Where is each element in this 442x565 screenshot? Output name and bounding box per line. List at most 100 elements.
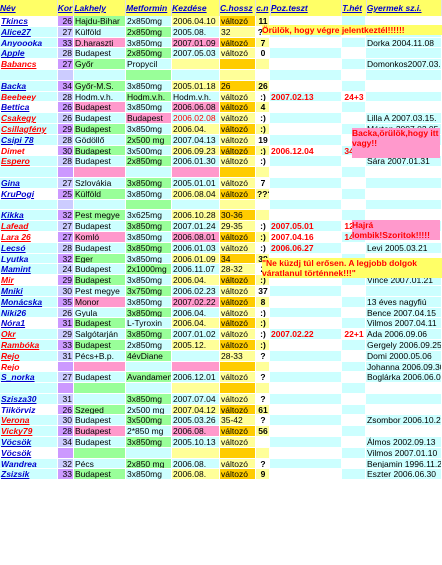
cell-chos: változó xyxy=(220,285,256,297)
cell-kor: 28 xyxy=(58,48,74,60)
cell-met: 3x625mg xyxy=(126,210,172,222)
cell-kor: 28 xyxy=(58,156,74,168)
table-row: Zsizsik 33 Budapest 3x850mg 2006.08. változó 9… xyxy=(0,469,442,481)
cell-chos: változó xyxy=(220,145,256,157)
cell-name[interactable]: Beebeey xyxy=(0,91,58,103)
cell-name[interactable] xyxy=(0,167,58,178)
cell-gyer xyxy=(366,199,442,211)
cell-lak: Győr xyxy=(74,59,126,70)
header-name[interactable]: Név xyxy=(0,0,58,16)
cell-name[interactable]: Okr xyxy=(0,329,58,340)
cell-name[interactable]: Mniki xyxy=(0,285,58,297)
cell-thet xyxy=(342,437,366,448)
header-metformin[interactable]: Metformin xyxy=(126,0,173,16)
cell-gyer: Boglárka 2006.06.06 xyxy=(366,372,442,384)
cell-name[interactable]: Csillagfény xyxy=(0,123,58,135)
cell-name[interactable]: Lecsó xyxy=(0,242,58,254)
cell-kor: 33 xyxy=(58,37,74,49)
cell-cn: ? xyxy=(256,350,270,362)
header-gyermek[interactable]: Gyermek sz.i. xyxy=(366,0,442,16)
cell-cn xyxy=(256,361,270,373)
cell-name[interactable]: Lyutka xyxy=(0,253,58,265)
cell-kez: 2006.08. xyxy=(172,426,220,438)
cell-chos: változó xyxy=(220,231,256,243)
cell-kor: 30 xyxy=(58,285,74,297)
cell-gyer: Lilla A 2007.03.15. xyxy=(366,113,442,124)
cell-name[interactable]: Lafead xyxy=(0,221,58,232)
cell-chos: változó xyxy=(220,37,256,49)
cell-name[interactable]: Lara 26 xyxy=(0,231,58,243)
data-rows: Tkincs 26 Hajdu-Bihar 2x850mg 2006.04.10 vált… xyxy=(0,16,442,481)
header-lakhely[interactable]: Lakhely xyxy=(74,0,127,16)
cell-name[interactable]: Vöcsök xyxy=(0,437,58,448)
cell-name[interactable]: Kikka xyxy=(0,210,58,222)
cell-cn: :) xyxy=(256,329,270,340)
cell-name[interactable]: Vicky79 xyxy=(0,426,58,438)
header-pozteszt[interactable]: Poz.teszt xyxy=(270,0,343,16)
cell-kor: 34 xyxy=(58,437,74,448)
cell-name[interactable]: Babancs xyxy=(0,59,58,70)
cell-name[interactable]: Csipi 78 xyxy=(0,134,58,146)
cell-lak: Hodm.v.h. xyxy=(74,91,126,103)
cell-poz xyxy=(270,102,342,114)
cell-gyer xyxy=(366,102,442,114)
cell-name[interactable]: Alice27 xyxy=(0,26,58,38)
cell-name[interactable]: Rejo xyxy=(0,361,58,373)
cell-thet xyxy=(342,296,366,308)
cell-name[interactable]: Mamint xyxy=(0,264,58,276)
cell-kez: 2007.04.12 xyxy=(172,404,220,416)
cell-met: 3x850mg xyxy=(126,123,172,135)
cell-thet xyxy=(342,285,366,297)
cell-name[interactable] xyxy=(0,383,58,394)
cell-poz xyxy=(270,437,342,448)
cell-name[interactable]: Apple xyxy=(0,48,58,60)
cell-name[interactable]: Bettica xyxy=(0,102,58,114)
cell-met: 2x500 mg xyxy=(126,134,172,146)
cell-lak: Külföld xyxy=(74,26,126,38)
cell-name[interactable]: Rambóka xyxy=(0,339,58,351)
cell-name[interactable]: Wandrea xyxy=(0,458,58,470)
cell-met: 2*850 mg xyxy=(126,426,172,438)
cell-chos: változó xyxy=(220,275,256,286)
cell-name[interactable]: Verona xyxy=(0,415,58,427)
cell-name[interactable]: Tkincs xyxy=(0,16,58,27)
cell-name[interactable]: Zsizsik xyxy=(0,469,58,481)
cell-thet xyxy=(342,59,366,70)
cell-name[interactable]: Niki26 xyxy=(0,307,58,319)
cell-name[interactable]: Monácska xyxy=(0,296,58,308)
cell-name[interactable]: Tiikörviz xyxy=(0,404,58,416)
cell-met: 3x750mg xyxy=(126,285,172,297)
cell-poz xyxy=(270,199,342,211)
header-chossz[interactable]: C.hossz xyxy=(220,0,257,16)
cell-cn xyxy=(256,437,270,448)
cell-name[interactable]: KruPogi xyxy=(0,188,58,200)
cell-kor: 28 xyxy=(58,426,74,438)
cell-name[interactable]: Anyoooka xyxy=(0,37,58,49)
cell-name[interactable]: Szisza30 xyxy=(0,393,58,405)
header-kor[interactable]: Kor xyxy=(57,0,75,16)
cell-kez: Hodm.v.h. xyxy=(172,91,220,103)
cell-name[interactable]: Vöcsök xyxy=(0,447,58,459)
cell-kor xyxy=(58,383,74,394)
table-row: Rejo Johanna 2006.09.30 xyxy=(0,361,442,373)
cell-name[interactable] xyxy=(0,199,58,211)
cell-thet xyxy=(342,426,366,438)
cell-name[interactable]: Csakegy xyxy=(0,113,58,124)
cell-kez: 2006.08. xyxy=(172,458,220,470)
cell-name[interactable]: Mir xyxy=(0,275,58,286)
cell-name[interactable] xyxy=(0,69,58,81)
table-row: Nóra1 31 Budapest L-Tyroxin 2006.04. változó:… xyxy=(0,318,442,330)
cell-name[interactable]: Espero xyxy=(0,156,58,168)
header-kezdese[interactable]: Kezdése xyxy=(172,0,221,16)
table-row xyxy=(0,69,442,81)
header-cn[interactable]: c.n xyxy=(256,0,271,16)
cell-name[interactable]: Gina xyxy=(0,177,58,189)
cell-lak: Szeged xyxy=(74,404,126,416)
cell-name[interactable]: Rejo xyxy=(0,350,58,362)
cell-name[interactable]: Backa xyxy=(0,80,58,92)
header-thet[interactable]: T.hét xyxy=(342,0,367,16)
cell-met: 2x850mg xyxy=(126,26,172,38)
cell-name[interactable]: Nóra1 xyxy=(0,318,58,330)
cell-name[interactable]: Dimet xyxy=(0,145,58,157)
cell-name[interactable]: S_norka xyxy=(0,372,58,384)
